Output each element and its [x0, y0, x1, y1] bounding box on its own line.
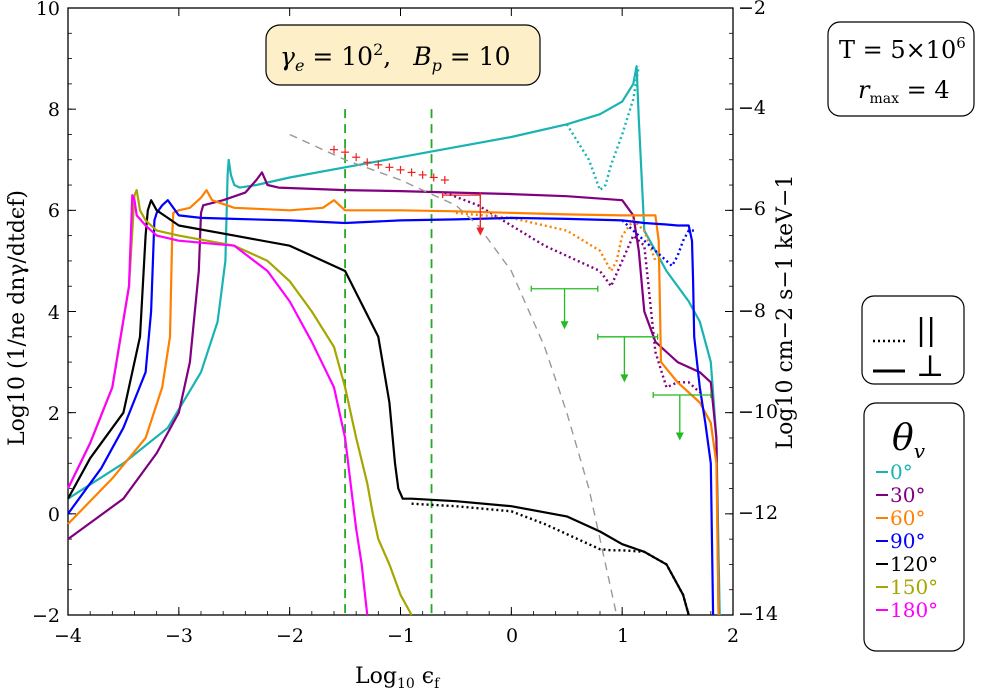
data-points-layer [330, 145, 449, 184]
axis-ticks [67, 7, 734, 616]
parallel-symbol: || [916, 313, 936, 348]
y-tick-label: −2 [32, 605, 60, 627]
y-tick-label: 4 [48, 302, 60, 324]
x-tick-label: −4 [54, 625, 82, 647]
theta-legend-label: 60° [890, 506, 925, 530]
x-axis-title: Log10 ϵf [355, 664, 441, 692]
series-line-90-par [621, 219, 695, 268]
y2-tick-label: −14 [738, 603, 778, 625]
theta-legend-label: 150° [890, 575, 938, 599]
rmax-text: rmax = 4 [858, 76, 950, 107]
y2-tick-label: −6 [738, 198, 766, 220]
theta-legend-label: 180° [890, 598, 938, 622]
series-line-0- [67, 65, 721, 616]
info-box-frame [827, 21, 975, 117]
series-line-30- [67, 171, 720, 616]
series-line-60- [67, 189, 720, 616]
x-tick-label: −2 [276, 625, 304, 647]
x-tick-label: 1 [617, 625, 629, 647]
series-line-120- [67, 199, 690, 616]
series-line-0-par [565, 66, 640, 192]
theta-legend-label: 0° [890, 460, 913, 484]
upper-limit-arrow [476, 227, 485, 236]
series-line-120-par [411, 502, 690, 616]
viewing-angle-legend: θv 0°30°60°90°120°150°180° [863, 402, 965, 652]
y-tick-label: 0 [48, 504, 60, 526]
x-tick-label: 2 [727, 625, 739, 647]
y-tick-label: 6 [48, 200, 60, 222]
polarization-legend: || ⊥ [861, 295, 965, 385]
x-tick-labels: −4 −3 −2 −1 0 1 2 [54, 625, 739, 647]
info-box: T = 5×106 rmax = 4 [827, 21, 975, 117]
series-line-90- [67, 199, 715, 616]
upper-limit-arrow [560, 321, 569, 330]
parameter-box: γe = 102, Bp = 10 [265, 24, 541, 86]
x-tick-label: 0 [506, 625, 518, 647]
upper-limits-layer [441, 192, 712, 441]
y2-tick-label: −4 [738, 97, 766, 119]
series-line-180- [67, 194, 369, 616]
parameter-box-frame [265, 24, 541, 86]
series-layer [67, 65, 721, 616]
upper-limit-arrow [620, 374, 629, 383]
series-line-150- [67, 189, 413, 616]
theta-legend-label: 120° [890, 552, 938, 576]
upper-limit-arrow [675, 432, 684, 441]
theta-symbol: θv [892, 418, 926, 463]
series-line-30-par [444, 191, 701, 394]
perpendicular-symbol: ⊥ [916, 349, 944, 384]
y2-tick-label: −8 [738, 300, 766, 322]
series-line-model [289, 133, 618, 616]
theta-legend-label: 30° [890, 483, 925, 507]
x-tick-label: −1 [387, 625, 415, 647]
y-tick-label: 2 [48, 403, 60, 425]
theta-entries: 0°30°60°90°120°150°180° [876, 460, 938, 622]
y-tick-label: 8 [48, 99, 60, 121]
y-axis-title: Log10 (1/ne dnγ/dtdϵf) [5, 190, 30, 446]
y2-tick-label: −10 [738, 401, 778, 423]
y2-tick-labels: −14 −12 −10 −8 −6 −4 −2 [738, 0, 778, 625]
y-tick-label: 10 [36, 0, 60, 20]
theta-legend-label: 90° [890, 529, 925, 553]
y2-tick-label: −12 [738, 502, 778, 524]
viewing-angle-legend-frame [863, 402, 965, 652]
y2-tick-label: −2 [738, 0, 766, 19]
polarization-legend-frame [861, 295, 965, 385]
series-line-60-par [455, 211, 657, 273]
temperature-text: T = 5×106 [839, 34, 966, 64]
y2-axis-title: Log10 cm−2 s−1 keV−1 [773, 175, 798, 450]
x-tick-label: −3 [165, 625, 193, 647]
parameter-text: γe = 102, Bp = 10 [280, 40, 511, 75]
vertical-guide-lines [344, 109, 433, 615]
plot-area [67, 7, 734, 616]
y-tick-labels: −2 0 2 4 6 8 10 [32, 0, 60, 627]
